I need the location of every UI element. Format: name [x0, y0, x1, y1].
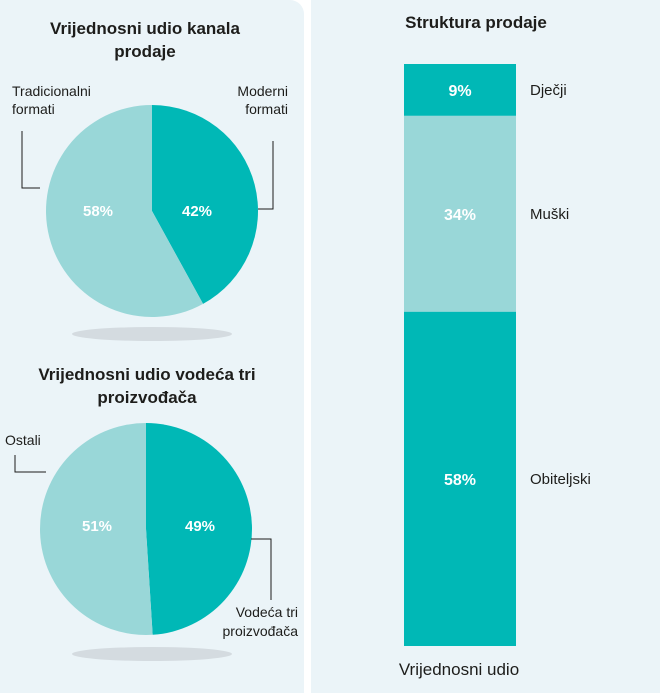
bar-segment-2 [404, 311, 516, 646]
pie1-shadow [72, 327, 232, 341]
pie1-label-traditional-line2: formati [12, 101, 55, 117]
bar-segment-label-2: Obiteljski [530, 471, 591, 488]
pie1-value-label-traditional: 58% [83, 203, 113, 220]
pie1-title-line2: prodaje [114, 42, 175, 61]
pie2-title-line1: Vrijednosni udio vodeća tri [38, 365, 255, 384]
stacked-bar-chart-sales-structure: Struktura prodaje 9% Dječji 34% Muški 58% Obi… [399, 13, 591, 679]
pie2-label-top-three-line1: Vodeća tri [236, 604, 298, 620]
bar-segment-value-2: 58% [444, 472, 476, 489]
pie-chart-sales-channels: Vrijednosni udio kanala prodaje 42% 58% … [12, 19, 288, 341]
pie2-label-top-three-line2: proizvođača [223, 623, 299, 639]
bar-segment-label-0: Dječji [530, 82, 567, 99]
pie1-leader-modern [258, 141, 274, 210]
pie2-slice-top-three [146, 423, 252, 635]
bar-segments: 9% Dječji 34% Muški 58% Obiteljski [404, 64, 591, 646]
pie2-shadow [72, 647, 232, 661]
bar-segment-value-1: 34% [444, 207, 476, 224]
bar-segment-label-1: Muški [530, 206, 569, 223]
bar-segment-value-0: 9% [448, 83, 471, 100]
pie-chart-top-three-producers: Vrijednosni udio vodeća tri proizvođača … [5, 365, 298, 661]
pie2-value-label-top-three: 49% [185, 518, 215, 535]
bar-segment-0 [404, 64, 516, 116]
pie2-slice-others [39, 423, 153, 635]
pie1-slice-traditional-formats [46, 105, 204, 317]
pie1-title-line1: Vrijednosni udio kanala [50, 19, 240, 38]
pie2-title-line2: proizvođača [97, 388, 197, 407]
bar-segment-1 [404, 115, 516, 312]
pie2-leader-others [14, 455, 46, 473]
pie2-leader-top-three [251, 538, 272, 600]
pie1-label-traditional-line1: Tradicionalni [12, 83, 91, 99]
pie1-slice-modern-formats [152, 105, 258, 304]
pie1-leader-traditional [21, 131, 40, 189]
pie1-label-modern-line2: formati [245, 101, 288, 117]
pie1-value-label-modern: 42% [182, 203, 212, 220]
pie2-value-label-others: 51% [82, 518, 112, 535]
pie1-label-modern-line1: Moderni [237, 83, 288, 99]
pie2-label-others: Ostali [5, 432, 41, 448]
bar-x-axis-label: Vrijednosni udio [399, 660, 519, 679]
bar-chart-title: Struktura prodaje [405, 13, 547, 32]
